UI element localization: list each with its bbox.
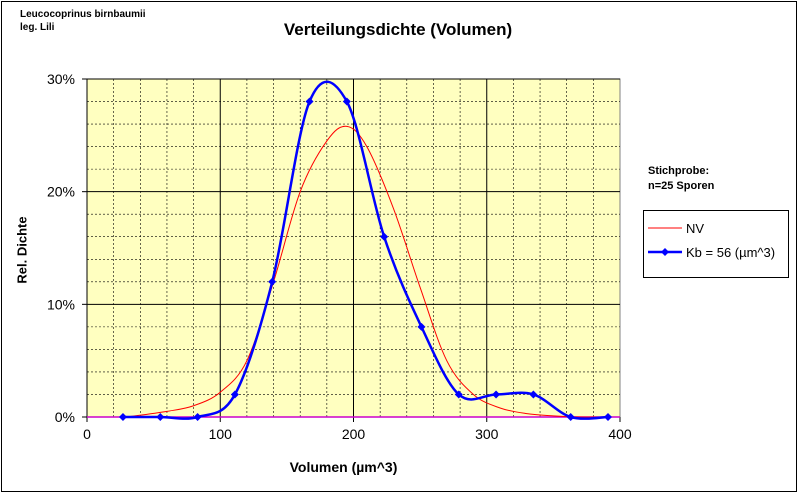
series-point-kb — [492, 390, 501, 399]
y-tick-label: 10% — [47, 296, 75, 312]
legend-entry-kb: Kb = 56 (µm^3) — [644, 243, 788, 263]
legend-label-kb: Kb = 56 (µm^3) — [686, 245, 776, 260]
legend: NV Kb = 56 (µm^3) — [643, 210, 789, 278]
series-point-kb — [230, 390, 239, 399]
sample-annotation: Stichprobe: n=25 Sporen — [648, 164, 714, 194]
series-point-kb — [193, 413, 202, 421]
x-tick-label: 200 — [342, 426, 366, 442]
legend-swatch-kb — [648, 248, 682, 256]
sample-label: Stichprobe: — [648, 165, 710, 177]
x-tick-label: 400 — [608, 426, 632, 442]
specimen-name: Leucocoprinus birnbaumii — [20, 9, 146, 20]
y-axis-title: Rel. Dichte — [14, 216, 30, 284]
series-point-kb — [566, 413, 575, 421]
specimen-note: Leucocoprinus birnbaumii leg. Lili — [20, 8, 146, 34]
series-point-kb — [156, 413, 165, 421]
x-tick-label: 100 — [209, 426, 233, 442]
series-point-kb — [268, 277, 277, 286]
series-line-kb — [122, 80, 609, 420]
series-point-kb — [342, 97, 351, 106]
x-tick-label: 0 — [83, 426, 91, 442]
y-tick-label: 30% — [47, 71, 75, 87]
y-tick-label: 20% — [47, 184, 75, 200]
series-point-kb — [417, 322, 426, 331]
series-point-kb — [380, 232, 389, 241]
series-point-kb — [305, 97, 314, 106]
series-point-kb — [529, 390, 538, 399]
x-axis-title: Volumen (µm^3) — [290, 459, 398, 475]
series-point-kb — [604, 413, 613, 421]
series-point-kb — [118, 413, 127, 421]
legend-entry-nv: NV — [644, 219, 788, 239]
legend-label-nv: NV — [686, 221, 705, 236]
sample-size: n=25 Sporen — [648, 180, 715, 192]
chart-title: Verteilungsdichte (Volumen) — [283, 20, 513, 39]
x-tick-label: 300 — [475, 426, 499, 442]
series-line-nv — [126, 125, 607, 418]
specimen-collector: leg. Lili — [20, 22, 55, 33]
series-point-kb — [454, 390, 463, 399]
legend-swatch-nv — [648, 227, 682, 229]
y-tick-label: 0% — [55, 409, 75, 425]
